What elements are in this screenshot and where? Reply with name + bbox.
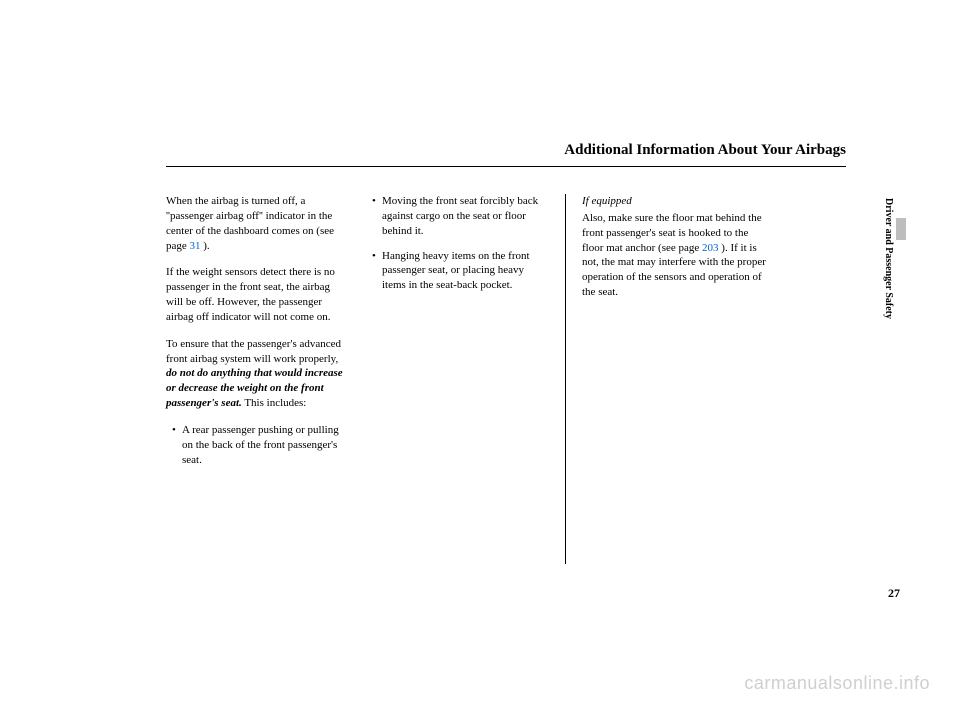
page-link-203[interactable]: 203 xyxy=(702,242,719,254)
para-floor-mat: If equipped Also, make sure the floor ma… xyxy=(582,194,766,300)
bullet-text: Hanging heavy items on the front passeng… xyxy=(382,249,547,294)
para-weight-sensors: If the weight sensors detect there is no… xyxy=(166,265,348,324)
page-number: 27 xyxy=(888,586,900,601)
para-airbag-off: When the airbag is turned off, a ''passe… xyxy=(166,194,348,253)
list-item: • Moving the front seat forcibly back ag… xyxy=(366,194,547,239)
page: Additional Information About Your Airbag… xyxy=(0,0,960,714)
bullet-text: Moving the front seat forcibly back agai… xyxy=(382,194,547,239)
bullet-icon: • xyxy=(372,249,382,294)
body-columns: When the airbag is turned off, a ''passe… xyxy=(166,194,846,574)
column-2: • Moving the front seat forcibly back ag… xyxy=(366,194,566,564)
column-3: If equipped Also, make sure the floor ma… xyxy=(566,194,766,574)
page-link-31[interactable]: 31 xyxy=(190,240,201,252)
bullet-icon: • xyxy=(172,423,182,468)
title-rule xyxy=(166,166,846,167)
bullet-text: A rear passenger pushing or pulling on t… xyxy=(182,423,348,468)
para-ensure: To ensure that the passenger's advanced … xyxy=(166,337,348,411)
text: ). xyxy=(201,240,210,252)
if-equipped-label: If equipped xyxy=(582,194,766,209)
watermark: carmanualsonline.info xyxy=(744,673,930,694)
section-label: Driver and Passenger Safety xyxy=(880,198,894,378)
column-1: When the airbag is turned off, a ''passe… xyxy=(166,194,366,574)
bullet-icon: • xyxy=(372,194,382,239)
side-tab xyxy=(896,218,906,240)
list-item: • A rear passenger pushing or pulling on… xyxy=(166,423,348,468)
page-title: Additional Information About Your Airbag… xyxy=(166,142,846,159)
text: To ensure that the passenger's advanced … xyxy=(166,338,341,365)
list-item: • Hanging heavy items on the front passe… xyxy=(366,249,547,294)
text: This includes: xyxy=(242,397,307,409)
